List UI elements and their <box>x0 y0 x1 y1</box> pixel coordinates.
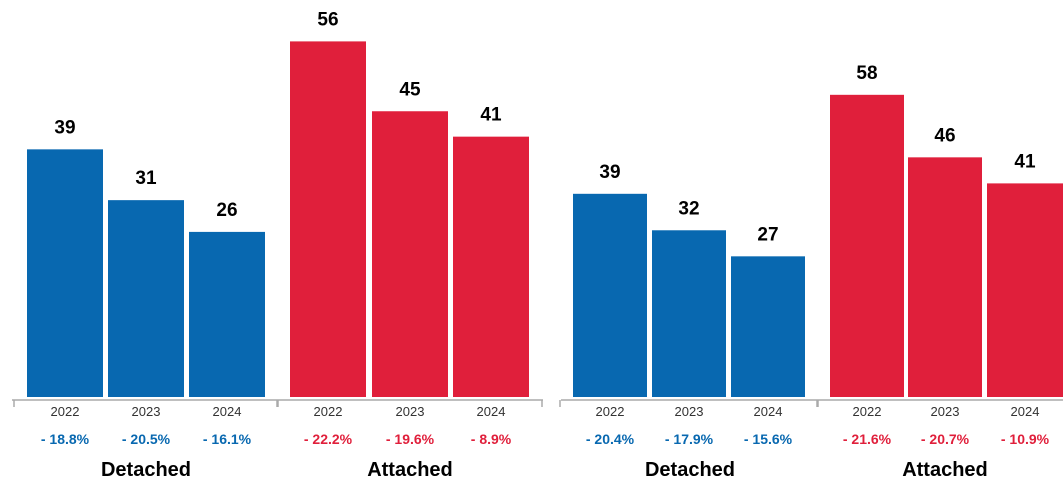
chart-panel-2: 39 2022 - 20.4% 32 2023 - 17.9% 27 2024 - 15.6% D… <box>559 63 1063 481</box>
chart-panel-1: 39 2022 - 18.8% 31 2023 - 20.5% 26 2024 - 16.1% D… <box>12 9 543 481</box>
year-tick-label: 2023 <box>396 404 425 419</box>
year-tick-label: 2024 <box>213 404 242 419</box>
change-label-detached-2023: - 17.9% <box>665 431 714 447</box>
year-tick-label: 2023 <box>132 404 161 419</box>
bar-detached-2022 <box>27 149 103 397</box>
bar-attached-2023 <box>908 157 982 397</box>
value-label-attached-2023: 45 <box>399 79 421 100</box>
bar-attached-2023 <box>372 111 448 397</box>
value-label-detached-2023: 32 <box>678 198 699 219</box>
change-label-detached-2023: - 20.5% <box>122 431 171 447</box>
group-label-detached: Detached <box>101 459 191 481</box>
change-label-detached-2022: - 18.8% <box>41 431 90 447</box>
value-label-attached-2024: 41 <box>480 105 502 126</box>
year-tick-label: 2024 <box>754 404 783 419</box>
value-label-detached-2023: 31 <box>135 168 157 189</box>
change-label-detached-2024: - 16.1% <box>203 431 252 447</box>
year-tick-label: 2022 <box>51 404 80 419</box>
value-label-attached-2022: 58 <box>856 63 877 84</box>
year-tick-label: 2022 <box>853 404 882 419</box>
group-label-attached: Attached <box>902 459 988 481</box>
bar-detached-2022 <box>573 193 647 397</box>
group-label-detached: Detached <box>645 459 735 481</box>
change-label-attached-2024: - 8.9% <box>471 431 512 447</box>
year-tick-label: 2022 <box>596 404 625 419</box>
value-label-detached-2024: 26 <box>216 200 237 221</box>
value-label-attached-2024: 41 <box>1014 151 1036 172</box>
year-tick-label: 2024 <box>477 404 506 419</box>
bar-detached-2023 <box>652 230 726 397</box>
bar-detached-2024 <box>731 256 805 397</box>
year-tick-label: 2023 <box>931 404 960 419</box>
change-label-detached-2024: - 15.6% <box>744 431 793 447</box>
change-label-attached-2023: - 20.7% <box>921 431 970 447</box>
year-tick-label: 2023 <box>675 404 704 419</box>
change-label-detached-2022: - 20.4% <box>586 431 635 447</box>
value-label-detached-2022: 39 <box>54 117 75 138</box>
change-label-attached-2022: - 21.6% <box>843 431 892 447</box>
bar-detached-2023 <box>108 200 184 397</box>
bar-detached-2024 <box>189 231 265 397</box>
year-tick-label: 2022 <box>314 404 343 419</box>
value-label-detached-2022: 39 <box>599 162 620 183</box>
change-label-attached-2023: - 19.6% <box>386 431 435 447</box>
value-label-detached-2024: 27 <box>757 224 778 245</box>
group-label-attached: Attached <box>367 459 453 481</box>
bar-attached-2024 <box>453 136 529 397</box>
bar-attached-2022 <box>830 94 904 397</box>
change-label-attached-2024: - 10.9% <box>1001 431 1050 447</box>
value-label-attached-2023: 46 <box>934 125 955 146</box>
year-tick-label: 2024 <box>1011 404 1040 419</box>
value-label-attached-2022: 56 <box>317 9 338 30</box>
bar-attached-2024 <box>987 183 1063 397</box>
bar-attached-2022 <box>290 41 366 398</box>
change-label-attached-2022: - 22.2% <box>304 431 353 447</box>
